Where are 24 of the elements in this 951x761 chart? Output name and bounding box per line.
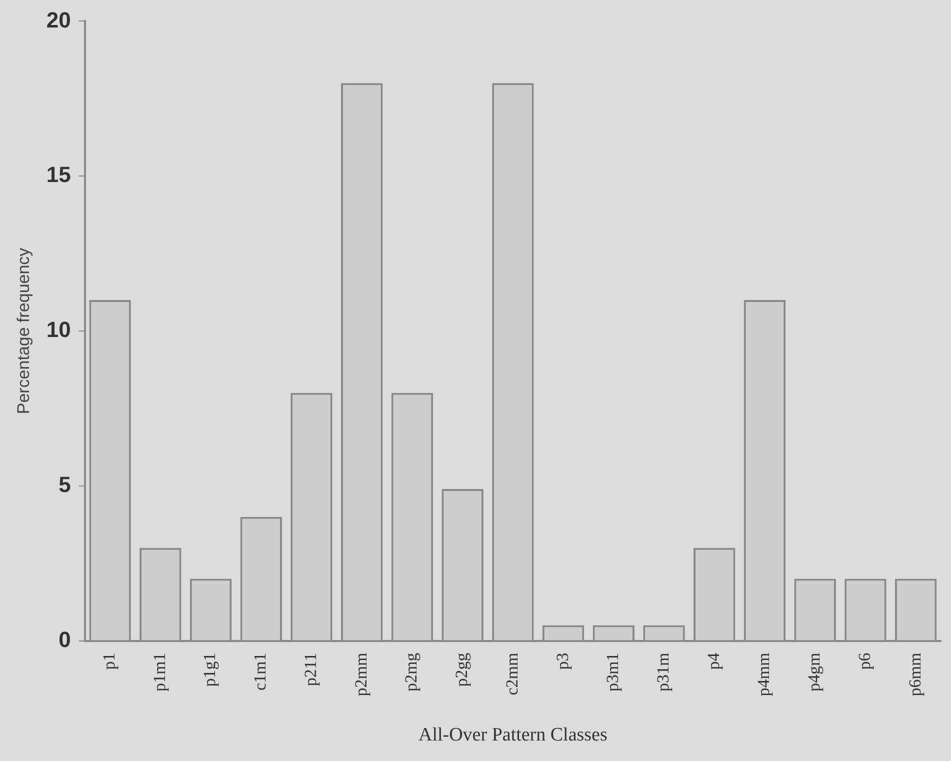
x-tick-label: p2gg — [452, 652, 472, 687]
x-tick-label: p2mm — [351, 652, 370, 696]
y-tick-label: 20 — [46, 7, 71, 32]
x-tick-label: p1g1 — [200, 652, 220, 687]
x-tick-label: p6mm — [905, 652, 924, 696]
x-tick-label: p1 — [100, 652, 119, 670]
x-tick-label: p3m1 — [603, 652, 622, 692]
x-tick-label: p4mm — [754, 652, 774, 696]
y-axis-title: Percentage frequency — [14, 247, 33, 414]
x-tick-label: p3 — [552, 652, 572, 670]
x-tick-label: p211 — [300, 652, 320, 686]
x-tick-label: p2mg — [402, 652, 421, 692]
x-tick-label: p31m — [653, 652, 672, 692]
x-tick-label: p4 — [704, 652, 723, 670]
x-tick-label: p4gm — [804, 652, 824, 692]
x-tick-label: p6 — [854, 652, 874, 670]
x-tick-label: p1m1 — [150, 652, 169, 692]
y-tick-label: 0 — [58, 626, 71, 652]
y-tick-label: 5 — [58, 472, 71, 497]
y-tick-label: 10 — [46, 317, 71, 342]
y-tick-label: 15 — [46, 162, 71, 188]
x-tick-label: c2mm — [502, 652, 522, 696]
x-tick-label: c1m1 — [250, 652, 270, 691]
x-axis-title: All-Over Pattern Classes — [418, 724, 608, 746]
